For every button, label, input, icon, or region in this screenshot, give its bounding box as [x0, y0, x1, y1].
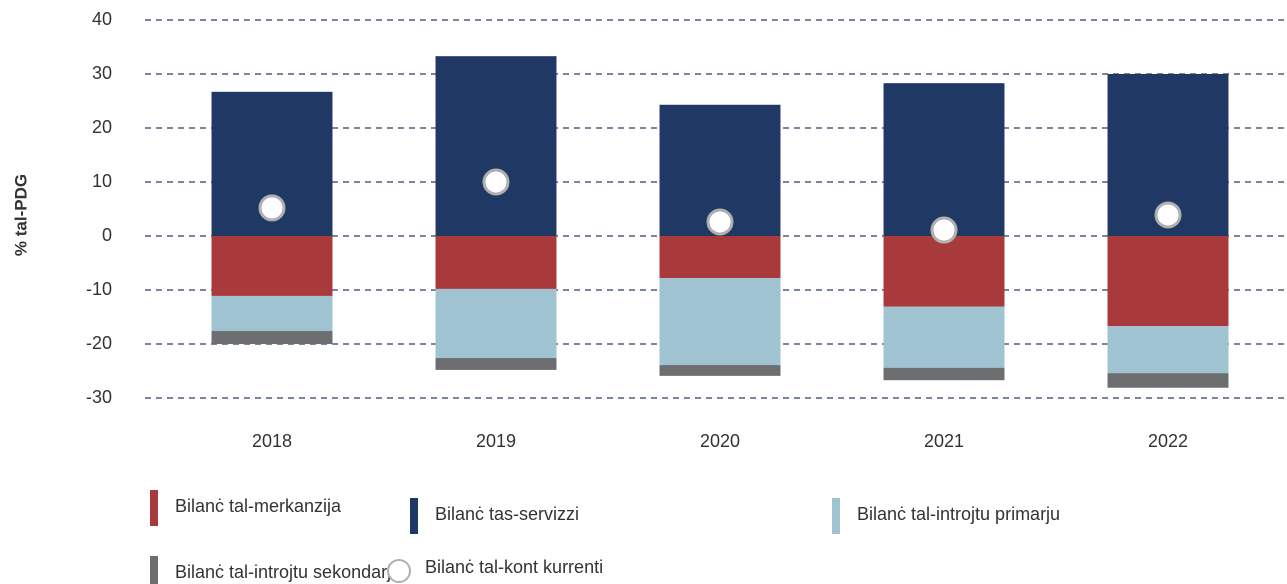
bar-segment — [883, 236, 1005, 307]
bar-segment — [883, 83, 1005, 237]
legend-label: Bilanċ tal-introjtu primarju — [857, 504, 1060, 524]
bar-segment — [211, 295, 333, 332]
y-axis-label: % tal-PDG — [11, 174, 30, 256]
marker — [1154, 201, 1182, 229]
legend-swatch — [410, 498, 418, 534]
bar-segment — [435, 288, 557, 359]
bar-segment — [659, 365, 781, 376]
legend-label: Bilanċ tal-kont kurrenti — [425, 557, 603, 577]
x-tick-label: 2021 — [924, 431, 964, 451]
legend-label: Bilanċ tal-introjtu sekondarju — [175, 562, 401, 582]
y-tick-label: 0 — [102, 225, 112, 245]
bar-segment — [1107, 326, 1229, 374]
y-tick-label: 20 — [92, 117, 112, 137]
x-tick-label: 2019 — [476, 431, 516, 451]
bar-segment — [1107, 373, 1229, 388]
y-tick-label: 10 — [92, 171, 112, 191]
bar-segment — [435, 236, 557, 289]
legend-swatch — [832, 498, 840, 534]
bar-segment — [211, 236, 333, 296]
legend-label: Bilanċ tal-merkanzija — [175, 496, 342, 516]
legend-marker — [387, 559, 411, 583]
bar-segment — [659, 236, 781, 279]
x-tick-label: 2020 — [700, 431, 740, 451]
bar-segment — [883, 306, 1005, 368]
bar-segment — [435, 358, 557, 370]
legend-label: Bilanċ tas-servizzi — [435, 504, 579, 524]
y-tick-label: 30 — [92, 63, 112, 83]
y-tick-label: 40 — [92, 9, 112, 29]
x-tick-label: 2018 — [252, 431, 292, 451]
y-tick-label: -30 — [86, 387, 112, 407]
bar-segment — [1107, 236, 1229, 327]
marker — [706, 208, 734, 236]
bar-segment — [211, 331, 333, 344]
marker — [482, 168, 510, 196]
bar-segment — [659, 278, 781, 366]
marker — [930, 216, 958, 244]
y-tick-label: -10 — [86, 279, 112, 299]
y-tick-label: -20 — [86, 333, 112, 353]
bar-segment — [883, 367, 1005, 381]
legend-swatch — [150, 490, 158, 526]
marker — [258, 194, 286, 222]
x-tick-label: 2022 — [1148, 431, 1188, 451]
legend-swatch — [150, 556, 158, 584]
bar-segment — [435, 56, 557, 237]
